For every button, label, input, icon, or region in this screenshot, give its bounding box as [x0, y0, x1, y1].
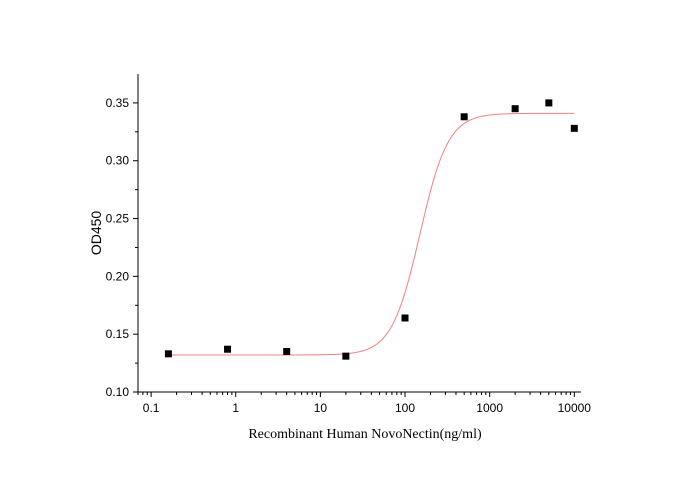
- y-axis-ticks: 0.10 0.15 0.20 0.25 0.30 0.35: [106, 96, 138, 399]
- fit-curve: [168, 112, 575, 356]
- y-tick-label: 0.25: [106, 212, 130, 226]
- x-axis-title: Recombinant Human NovoNectin(ng/ml): [248, 427, 482, 442]
- data-point: [224, 345, 232, 353]
- data-point: [570, 124, 578, 132]
- x-tick-label: 10000: [558, 401, 592, 415]
- data-point: [401, 314, 409, 322]
- data-point: [283, 348, 291, 356]
- y-tick-label: 0.15: [106, 327, 130, 341]
- x-tick-label: 100: [395, 401, 415, 415]
- x-tick-label: 10: [314, 401, 328, 415]
- x-tick-label: 1000: [476, 401, 503, 415]
- y-axis-title: OD450: [88, 211, 104, 256]
- y-tick-label: 0.20: [106, 269, 130, 283]
- x-axis-ticks: 0.1 1 10 100 1000 10000: [137, 392, 592, 415]
- y-tick-label: 0.35: [106, 96, 130, 110]
- x-tick-label: 1: [232, 401, 239, 415]
- x-tick-label: 0.1: [143, 401, 160, 415]
- data-point: [342, 352, 350, 360]
- data-point: [545, 99, 553, 107]
- data-point: [460, 113, 468, 121]
- y-tick-label: 0.30: [106, 154, 130, 168]
- y-tick-label: 0.10: [106, 385, 130, 399]
- plot-area: 0.1 1 10 100 1000 10000 0.100.150.200.250.300…: [106, 74, 592, 415]
- data-points: [164, 99, 578, 360]
- data-point: [164, 350, 172, 358]
- data-point: [511, 105, 519, 113]
